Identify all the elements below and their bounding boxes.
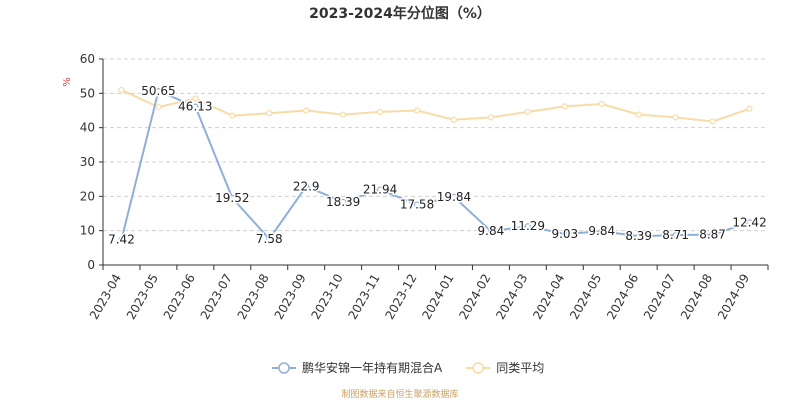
y-tick-label: 30 — [80, 155, 95, 169]
data-label: 50.65 — [141, 84, 175, 98]
x-tick-label: 2023-08 — [235, 272, 272, 322]
data-label: 9.03 — [551, 227, 578, 241]
legend-marker — [278, 362, 290, 374]
y-unit-label: % — [62, 77, 73, 87]
series-points — [118, 86, 753, 243]
series-point — [266, 235, 273, 243]
x-tick-label: 2023-09 — [272, 272, 309, 322]
x-tick-label: 2023-06 — [161, 272, 198, 322]
data-label: 19.52 — [215, 191, 249, 205]
gridlines — [103, 58, 768, 232]
series-point — [340, 198, 347, 205]
series-point — [413, 107, 421, 114]
source-note: 制图数据来自恒生聚源数据库 — [341, 388, 458, 400]
series-point — [487, 228, 495, 235]
x-tick-label: 2024-04 — [530, 272, 567, 322]
x-tick-label: 2024-07 — [641, 272, 678, 322]
data-label: 9.84 — [478, 224, 505, 238]
data-label: 46.13 — [178, 100, 212, 114]
legend-label: 鹏华安锦一年持有期混合A — [302, 360, 443, 375]
chart-title: 2023-2024年分位图（%） — [309, 5, 491, 22]
x-tick-label: 2024-08 — [678, 272, 715, 322]
y-tick-label: 60 — [80, 52, 95, 66]
series-point — [266, 110, 273, 117]
legend-marker — [472, 362, 484, 374]
x-tick-label: 2024-01 — [419, 272, 456, 322]
legend-label: 同类平均 — [496, 361, 544, 375]
x-tick-label: 2024-05 — [567, 272, 604, 322]
series-point — [524, 223, 531, 230]
x-tick-label: 2023-10 — [309, 272, 346, 322]
series-point — [672, 231, 679, 239]
x-tick-label: 2024-06 — [604, 272, 641, 322]
series-point — [192, 95, 199, 102]
x-tick-label: 2023-12 — [382, 272, 419, 322]
series-point — [229, 194, 236, 202]
x-tick-label: 2024-02 — [456, 271, 493, 321]
series-point — [450, 116, 458, 123]
series-point — [192, 103, 199, 110]
series-point — [229, 112, 236, 119]
series-point — [746, 105, 753, 112]
series-point — [118, 86, 125, 94]
y-tick-label: 20 — [80, 189, 95, 203]
series-point — [598, 100, 605, 108]
data-label: 11.29 — [511, 219, 545, 233]
series-point — [413, 201, 421, 208]
y-tick-label: 50 — [80, 86, 95, 100]
series-point — [709, 231, 716, 238]
x-tick-label: 2023-05 — [124, 272, 161, 322]
series-point — [376, 108, 384, 115]
series-point — [635, 111, 642, 118]
x-tick-label: 2023-11 — [345, 272, 382, 322]
data-label: 8.71 — [662, 228, 689, 242]
data-label: 8.87 — [699, 228, 726, 242]
y-tick-label: 10 — [80, 224, 95, 238]
series-point — [155, 103, 162, 111]
legend: 鹏华安锦一年持有期混合A 同类平均 — [272, 360, 544, 375]
series-lines — [120, 88, 750, 240]
series-point — [635, 233, 642, 240]
series-line-1 — [121, 88, 750, 123]
data-label: 7.42 — [108, 233, 135, 247]
x-tick-label: 2023-04 — [87, 272, 124, 322]
series-point — [524, 108, 531, 115]
data-label: 22.9 — [293, 179, 320, 193]
series-point — [303, 183, 310, 190]
series-line-0 — [120, 90, 750, 240]
data-label: 9.84 — [588, 224, 615, 238]
series-point — [450, 193, 458, 200]
series-point — [487, 114, 495, 121]
data-label: 8.39 — [625, 229, 652, 243]
series-point — [118, 236, 125, 243]
data-label: 18.39 — [326, 195, 360, 209]
data-label: 7.58 — [256, 232, 283, 246]
data-label: 21.94 — [363, 183, 397, 197]
y-tick-label: 40 — [80, 121, 95, 135]
y-tick-label: 0 — [87, 258, 95, 272]
x-tick-label: 2024-09 — [715, 272, 752, 322]
series-point — [598, 228, 605, 235]
series-point — [155, 88, 162, 95]
series-point — [561, 230, 568, 238]
series-point — [672, 114, 679, 121]
x-tick-label: 2023-07 — [198, 272, 235, 322]
series-point — [561, 103, 568, 110]
data-label: 19.84 — [437, 190, 471, 204]
series-point — [340, 111, 347, 118]
x-tick-label: 2024-03 — [493, 272, 530, 322]
series-point — [376, 186, 384, 193]
data-label: 17.58 — [400, 198, 434, 212]
series-point — [709, 118, 716, 125]
series-point — [746, 219, 753, 226]
series-point — [303, 107, 310, 114]
data-label: 12.42 — [732, 215, 766, 229]
